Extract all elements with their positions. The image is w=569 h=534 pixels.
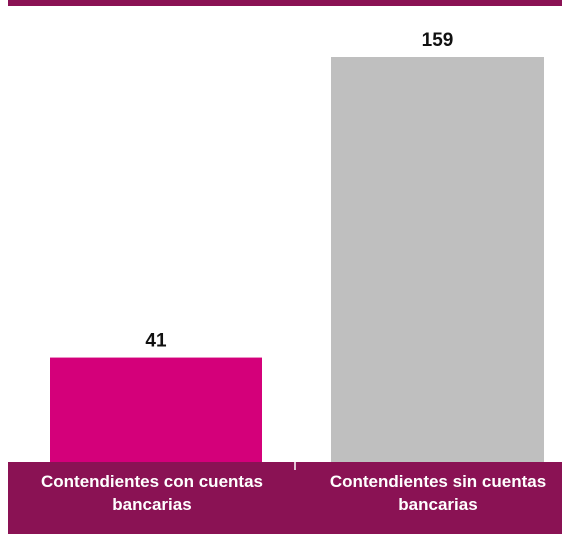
value-label: 41 bbox=[145, 331, 167, 352]
value-label: 159 bbox=[422, 30, 454, 51]
category-label: Contendientes sin cuentas bancarias bbox=[329, 472, 547, 514]
top-band bbox=[8, 0, 562, 6]
category-band bbox=[8, 462, 562, 534]
category-label: Contendientes con cuentas bancarias bbox=[41, 472, 263, 514]
bar bbox=[331, 57, 544, 462]
bar bbox=[50, 357, 262, 462]
